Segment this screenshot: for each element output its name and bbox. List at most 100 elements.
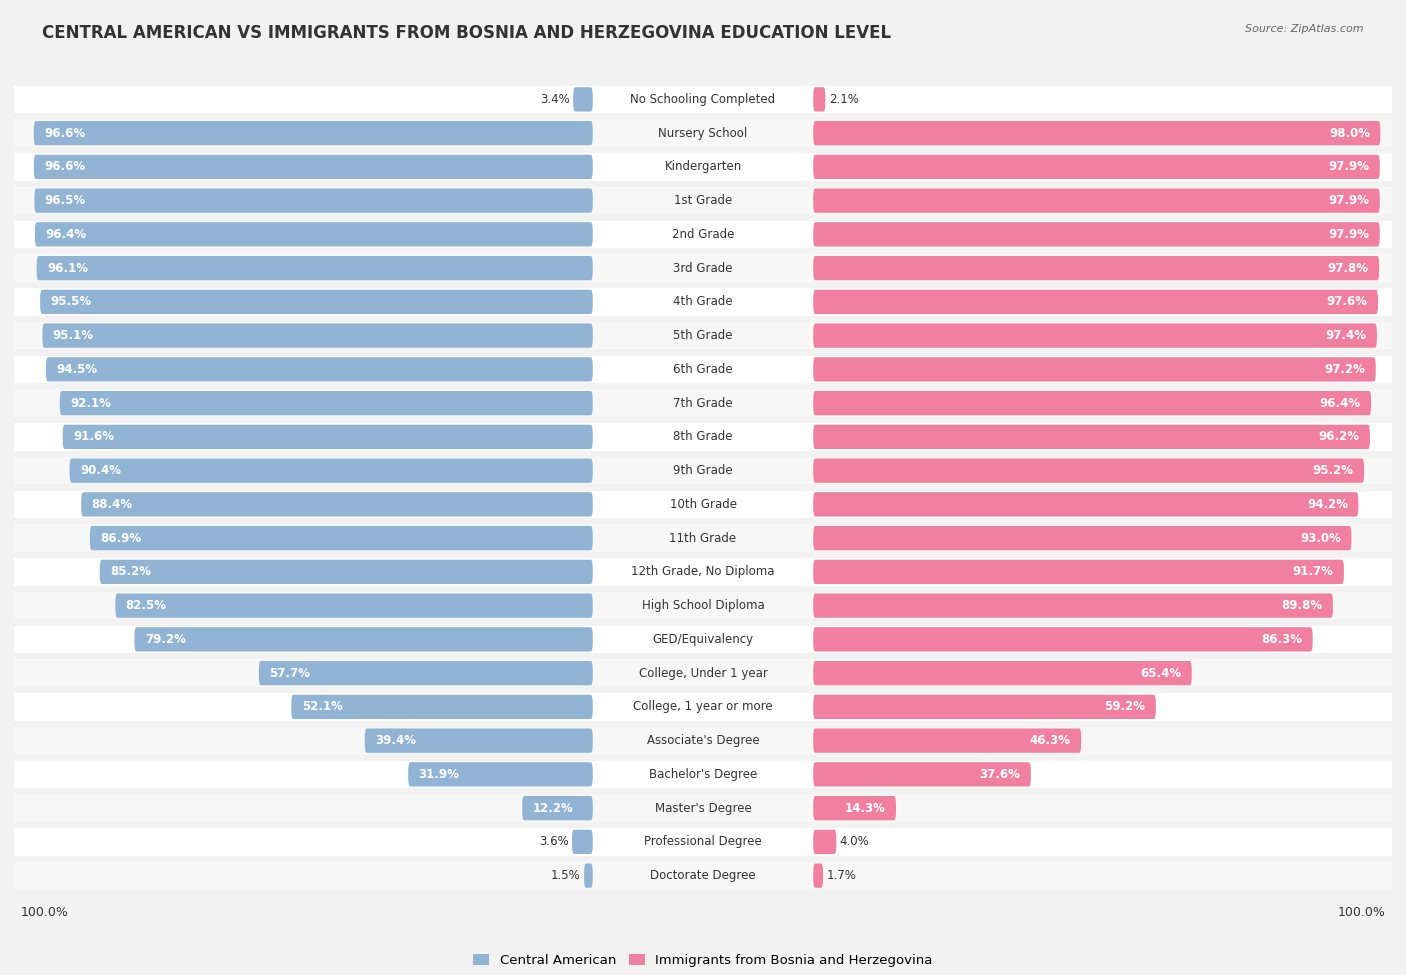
- FancyBboxPatch shape: [813, 391, 1371, 415]
- Text: 3.6%: 3.6%: [538, 836, 568, 848]
- Text: 65.4%: 65.4%: [1140, 667, 1181, 680]
- FancyBboxPatch shape: [41, 290, 593, 314]
- Text: 7th Grade: 7th Grade: [673, 397, 733, 410]
- Bar: [14, 760, 1392, 788]
- Bar: [14, 119, 1392, 147]
- Bar: [14, 726, 1392, 755]
- Text: 59.2%: 59.2%: [1105, 700, 1146, 714]
- Text: 37.6%: 37.6%: [980, 768, 1021, 781]
- Text: 3rd Grade: 3rd Grade: [673, 261, 733, 275]
- FancyBboxPatch shape: [813, 627, 1313, 651]
- FancyBboxPatch shape: [34, 188, 593, 213]
- FancyBboxPatch shape: [813, 864, 823, 888]
- Bar: [14, 86, 1392, 113]
- Text: 14.3%: 14.3%: [845, 801, 886, 815]
- Text: 9th Grade: 9th Grade: [673, 464, 733, 477]
- FancyBboxPatch shape: [813, 796, 896, 820]
- Text: 1.5%: 1.5%: [551, 869, 581, 882]
- Text: Associate's Degree: Associate's Degree: [647, 734, 759, 747]
- Text: Professional Degree: Professional Degree: [644, 836, 762, 848]
- Text: 12th Grade, No Diploma: 12th Grade, No Diploma: [631, 566, 775, 578]
- FancyBboxPatch shape: [522, 796, 593, 820]
- Text: 82.5%: 82.5%: [125, 599, 167, 612]
- Text: 10th Grade: 10th Grade: [669, 498, 737, 511]
- Bar: [14, 322, 1392, 349]
- FancyBboxPatch shape: [813, 695, 1156, 719]
- Text: Nursery School: Nursery School: [658, 127, 748, 139]
- FancyBboxPatch shape: [574, 87, 593, 111]
- Text: 46.3%: 46.3%: [1029, 734, 1071, 747]
- Bar: [14, 626, 1392, 653]
- FancyBboxPatch shape: [34, 155, 593, 179]
- Text: 95.2%: 95.2%: [1313, 464, 1354, 477]
- Text: 97.9%: 97.9%: [1329, 160, 1369, 174]
- Text: Master's Degree: Master's Degree: [655, 801, 751, 815]
- Text: 95.5%: 95.5%: [51, 295, 91, 308]
- FancyBboxPatch shape: [35, 222, 593, 247]
- FancyBboxPatch shape: [813, 357, 1375, 381]
- FancyBboxPatch shape: [42, 324, 593, 348]
- Text: 96.5%: 96.5%: [45, 194, 86, 207]
- Text: Source: ZipAtlas.com: Source: ZipAtlas.com: [1246, 24, 1364, 34]
- Text: 2.1%: 2.1%: [828, 93, 859, 106]
- Text: 97.9%: 97.9%: [1329, 228, 1369, 241]
- FancyBboxPatch shape: [90, 526, 593, 550]
- FancyBboxPatch shape: [813, 661, 1192, 685]
- Bar: [14, 693, 1392, 721]
- FancyBboxPatch shape: [583, 864, 593, 888]
- FancyBboxPatch shape: [813, 526, 1351, 550]
- Text: High School Diploma: High School Diploma: [641, 599, 765, 612]
- Text: 6th Grade: 6th Grade: [673, 363, 733, 376]
- Text: 100.0%: 100.0%: [1337, 906, 1385, 919]
- Bar: [14, 187, 1392, 214]
- Bar: [14, 423, 1392, 450]
- Bar: [14, 288, 1392, 316]
- Bar: [14, 456, 1392, 485]
- Bar: [14, 220, 1392, 249]
- Text: 95.1%: 95.1%: [53, 330, 94, 342]
- Bar: [14, 254, 1392, 282]
- Text: 97.9%: 97.9%: [1329, 194, 1369, 207]
- Text: 97.6%: 97.6%: [1327, 295, 1368, 308]
- FancyBboxPatch shape: [813, 87, 825, 111]
- FancyBboxPatch shape: [813, 560, 1344, 584]
- Bar: [14, 659, 1392, 687]
- FancyBboxPatch shape: [115, 594, 593, 618]
- FancyBboxPatch shape: [813, 458, 1364, 483]
- Text: 57.7%: 57.7%: [269, 667, 311, 680]
- Text: 4.0%: 4.0%: [839, 836, 869, 848]
- Text: 93.0%: 93.0%: [1301, 531, 1341, 545]
- FancyBboxPatch shape: [813, 121, 1381, 145]
- FancyBboxPatch shape: [291, 695, 593, 719]
- FancyBboxPatch shape: [813, 492, 1358, 517]
- Text: 39.4%: 39.4%: [375, 734, 416, 747]
- Text: 52.1%: 52.1%: [302, 700, 343, 714]
- Text: 94.2%: 94.2%: [1308, 498, 1348, 511]
- FancyBboxPatch shape: [813, 188, 1379, 213]
- Text: 89.8%: 89.8%: [1281, 599, 1323, 612]
- FancyBboxPatch shape: [813, 594, 1333, 618]
- Text: 86.3%: 86.3%: [1261, 633, 1302, 645]
- Text: 8th Grade: 8th Grade: [673, 430, 733, 444]
- Text: 11th Grade: 11th Grade: [669, 531, 737, 545]
- FancyBboxPatch shape: [364, 728, 593, 753]
- Text: No Schooling Completed: No Schooling Completed: [630, 93, 776, 106]
- Text: 97.4%: 97.4%: [1326, 330, 1367, 342]
- Bar: [14, 356, 1392, 383]
- FancyBboxPatch shape: [813, 324, 1376, 348]
- FancyBboxPatch shape: [82, 492, 593, 517]
- FancyBboxPatch shape: [259, 661, 593, 685]
- Text: College, 1 year or more: College, 1 year or more: [633, 700, 773, 714]
- Bar: [14, 525, 1392, 552]
- FancyBboxPatch shape: [63, 425, 593, 449]
- Bar: [14, 389, 1392, 417]
- Bar: [14, 153, 1392, 180]
- FancyBboxPatch shape: [572, 830, 593, 854]
- FancyBboxPatch shape: [813, 762, 1031, 787]
- Text: 91.7%: 91.7%: [1292, 566, 1333, 578]
- FancyBboxPatch shape: [813, 728, 1081, 753]
- FancyBboxPatch shape: [60, 391, 593, 415]
- FancyBboxPatch shape: [813, 290, 1378, 314]
- Text: CENTRAL AMERICAN VS IMMIGRANTS FROM BOSNIA AND HERZEGOVINA EDUCATION LEVEL: CENTRAL AMERICAN VS IMMIGRANTS FROM BOSN…: [42, 24, 891, 42]
- Text: 98.0%: 98.0%: [1329, 127, 1369, 139]
